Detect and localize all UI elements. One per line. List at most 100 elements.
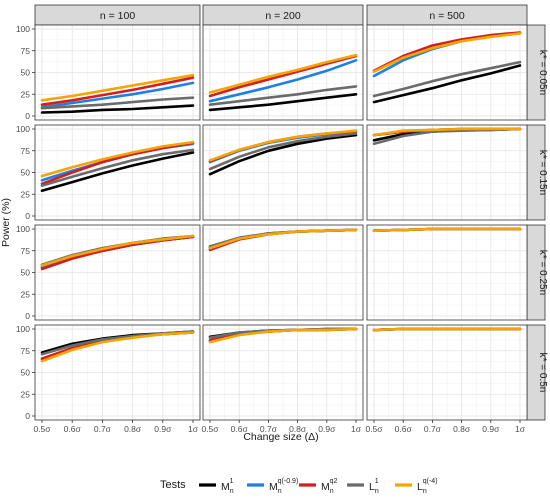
y-tick-label: 75 (21, 146, 31, 156)
y-tick-label: 75 (21, 346, 31, 356)
series-line-Lq4 (208, 129, 358, 162)
x-tick-label: 0.7σ (94, 424, 112, 434)
y-tick-label: 50 (21, 168, 31, 178)
x-tick-label: 0.9σ (318, 424, 336, 434)
series-line-Lq4 (208, 327, 358, 344)
panel-border (202, 24, 364, 121)
y-tick-label: 0 (25, 311, 30, 321)
x-tick-label: 0.8σ (453, 424, 471, 434)
facet-strip-row-label: k* = 0.25n (537, 250, 548, 295)
series-line-Lq4 (208, 228, 358, 250)
panel (34, 324, 201, 421)
series-line-L1 (208, 132, 358, 171)
series-line-M1 (208, 93, 358, 112)
x-tick-label: 1σ (515, 424, 526, 434)
series-line-Lq4 (40, 234, 195, 267)
y-tick-label: 100 (16, 224, 30, 234)
y-tick-label: 25 (21, 89, 31, 99)
x-tick-label: 1σ (188, 424, 199, 434)
series-line-Mq09 (208, 58, 358, 103)
x-tick-label: 0.8σ (124, 424, 142, 434)
series-line-M1 (40, 151, 195, 193)
facet-strip-col-label: n = 100 (100, 10, 135, 22)
facet-strip-col-label: n = 200 (265, 10, 300, 22)
legend-label: Mn1 (221, 478, 234, 495)
x-axis-title: Change size (Δ) (243, 431, 318, 443)
x-tick-label: 0.7σ (260, 424, 278, 434)
panel (366, 324, 528, 421)
series-line-L1 (372, 60, 522, 98)
y-tick-label: 25 (21, 389, 31, 399)
series-line-Lq4 (372, 227, 522, 232)
panel (34, 124, 201, 221)
y-tick-label: 50 (21, 368, 31, 378)
x-tick-label: 0.5σ (201, 424, 219, 434)
series-line-Lq4 (40, 73, 195, 102)
y-tick-label: 50 (21, 68, 31, 78)
x-tick-label: 0.9σ (482, 424, 500, 434)
series-line-Mq2 (208, 54, 358, 98)
legend-label: Mnq(-0.9) (269, 478, 298, 495)
panel (34, 24, 201, 121)
legend-title: Tests (160, 479, 186, 491)
y-tick-label: 0 (25, 411, 30, 421)
facet-strip-row-label: k* = 0.15n (537, 150, 548, 195)
series-line-Lq4 (40, 331, 195, 363)
panel-border (202, 324, 364, 421)
series-line-Mq09 (40, 81, 195, 109)
series-line-L1 (40, 148, 195, 187)
series-line-M1 (40, 104, 195, 114)
y-tick-label: 0 (25, 111, 30, 121)
y-tick-label: 25 (21, 289, 31, 299)
series-line-L1 (40, 96, 195, 110)
panel (366, 24, 528, 121)
panel-border (366, 124, 528, 221)
series-line-Mq2 (40, 141, 195, 186)
x-tick-label: 0.6σ (395, 424, 413, 434)
facet-strip-row-label: k* = 0.05n (537, 50, 548, 95)
y-axis-title: Power (%) (0, 198, 12, 247)
panel (34, 224, 201, 321)
x-tick-label: 0.7σ (424, 424, 442, 434)
panel (202, 324, 364, 421)
series-line-Mq2 (372, 31, 522, 73)
x-tick-label: 0.6σ (64, 424, 82, 434)
panel (202, 224, 364, 321)
facet-strip-col-label: n = 500 (429, 10, 464, 22)
series-line-M1 (208, 133, 358, 176)
legend-label: Mnq2 (321, 478, 338, 495)
facet-strip-row-label: k* = 0.5n (537, 353, 548, 393)
series-line-Lq4 (372, 32, 522, 73)
series-line-Lq4 (372, 127, 522, 137)
legend: Tests Mn1 Mnq(-0.9) Mnq2 Ln1 Lnq(-4) (160, 478, 438, 495)
x-tick-label: 0.6σ (231, 424, 249, 434)
series-line-M1 (372, 64, 522, 104)
y-tick-label: 50 (21, 268, 31, 278)
panel-border (366, 324, 528, 421)
y-tick-label: 100 (16, 324, 30, 334)
x-tick-label: 0.5σ (365, 424, 383, 434)
x-tick-label: 0.5σ (33, 424, 51, 434)
x-tick-label: 0.8σ (289, 424, 307, 434)
panel (366, 224, 528, 321)
series-line-Lq4 (208, 53, 358, 94)
legend-label: Lnq(-4) (417, 478, 438, 495)
y-tick-label: 25 (21, 189, 31, 199)
panel (202, 24, 364, 121)
panel-border (202, 124, 364, 221)
y-tick-label: 0 (25, 211, 30, 221)
series-line-Mq2 (40, 76, 195, 106)
y-tick-label: 75 (21, 46, 31, 56)
x-tick-label: 1σ (351, 424, 362, 434)
panel-border (202, 224, 364, 321)
x-tick-label: 0.9σ (154, 424, 172, 434)
y-tick-label: 100 (16, 24, 30, 34)
series-line-Lq4 (40, 140, 195, 178)
panel (202, 124, 364, 221)
legend-label: Ln1 (369, 478, 379, 495)
series-line-Lq4 (372, 327, 522, 332)
series-line-L1 (208, 85, 358, 106)
panel (366, 124, 528, 221)
